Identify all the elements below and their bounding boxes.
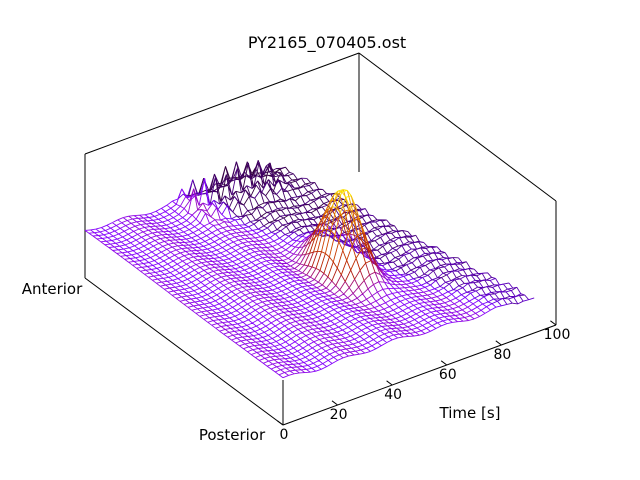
mesh-lines <box>341 189 348 193</box>
mesh-lines <box>321 210 370 252</box>
plot-frame-line <box>282 324 557 426</box>
plot-frame-line <box>440 360 448 366</box>
mesh-lines <box>90 195 491 372</box>
time-axis-label: Time [s] <box>439 404 501 422</box>
plot-frame-line <box>331 400 338 406</box>
mesh-lines <box>326 209 366 236</box>
mesh-lines <box>189 188 387 303</box>
plot-box-walls <box>84 52 557 325</box>
base-axes-and-ticks <box>84 277 557 426</box>
plot-frame-line <box>277 420 284 426</box>
mesh-lines <box>182 179 535 305</box>
plot-frame-line <box>84 277 284 426</box>
x-tick-label: 40 <box>384 387 403 403</box>
plot-frame-line <box>550 320 557 326</box>
posterior-axis-label: Posterior <box>198 426 266 444</box>
x-tick-label: 0 <box>279 427 289 443</box>
mesh-lines <box>92 195 480 376</box>
mesh-lines <box>327 190 355 222</box>
anterior-axis-label: Anterior <box>21 280 83 298</box>
mesh-lines <box>337 189 352 198</box>
chart-title: PY2165_070405.ost <box>247 33 407 52</box>
mesh-lines <box>328 189 360 219</box>
mesh-lines <box>303 226 379 286</box>
plot-frame-line <box>84 52 360 155</box>
plot-frame-line <box>495 340 502 346</box>
x-tick-label: 60 <box>438 367 457 383</box>
mesh-lines <box>332 206 341 213</box>
x-tick-label: 100 <box>543 327 571 343</box>
mesh-lines <box>324 201 359 235</box>
mesh-lines <box>128 188 469 363</box>
plot-frame-line <box>358 52 557 202</box>
mesh-lines <box>84 178 486 379</box>
x-tick-label: 20 <box>329 407 348 423</box>
mesh-lines <box>187 178 502 308</box>
mesh-lines <box>310 228 373 275</box>
mesh-lines <box>317 207 363 263</box>
surface-mesh <box>84 160 535 379</box>
mesh-lines <box>333 190 351 208</box>
mesh-lines <box>318 210 366 251</box>
mesh-lines <box>299 219 383 295</box>
mesh-lines <box>305 219 377 282</box>
plot-frame-line <box>386 380 393 386</box>
x-tick-label: 80 <box>493 347 512 363</box>
